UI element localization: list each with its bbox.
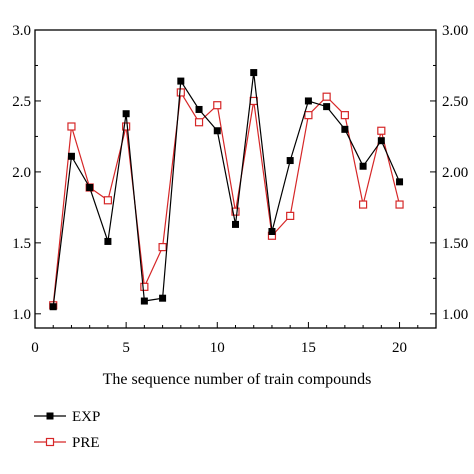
legend-label: EXP (72, 409, 100, 425)
x-tick-label: 5 (122, 340, 130, 356)
series-exp (49, 69, 404, 311)
legend-item-exp: EXP (34, 409, 100, 425)
legend-marker (45, 437, 55, 447)
data-point-exp (213, 127, 221, 135)
series-pre (49, 88, 404, 310)
data-point-exp (177, 77, 185, 85)
data-point-pre (122, 122, 131, 131)
y-tick-label-right: 2.00 (442, 165, 468, 181)
y-tick-label-right: 1.50 (442, 236, 468, 252)
data-point-exp (104, 237, 112, 245)
data-point-exp (286, 157, 294, 165)
data-point-exp (140, 297, 148, 305)
x-tick-label: 20 (392, 340, 407, 356)
y-tick-label-right: 3.00 (442, 23, 468, 39)
y-tick-label-left: 2.5 (12, 94, 31, 110)
y-tick-label-right: 1.00 (442, 307, 468, 323)
y-tick-label-left: 1.0 (12, 307, 31, 323)
data-point-pre (395, 200, 404, 209)
ticks-layer: 0 5 10 15 20 1.0 1.00 1.5 1.50 2.0 2.00 2.5 2.50 3.0 3… (12, 23, 468, 356)
y-tick-label-right: 2.50 (442, 94, 468, 110)
legend-item-pre: PRE (34, 435, 100, 451)
data-point-pre (304, 111, 313, 120)
series-line-exp (52, 72, 401, 307)
legend: EXP PRE (34, 409, 100, 451)
data-point-exp (268, 228, 276, 236)
plot-frame (34, 29, 437, 329)
data-point-exp (359, 162, 367, 170)
data-point-pre (158, 243, 167, 252)
data-point-exp (377, 137, 385, 145)
x-tick-label: 0 (31, 340, 39, 356)
data-point-pre (340, 111, 349, 120)
data-point-exp (323, 103, 331, 111)
data-point-pre (322, 92, 331, 101)
legend-marker (46, 412, 54, 420)
data-point-pre (231, 207, 240, 216)
data-point-pre (194, 118, 204, 127)
data-point-exp (49, 303, 57, 311)
data-point-pre (140, 282, 149, 291)
series-layer (49, 69, 404, 311)
data-point-exp (304, 97, 312, 105)
x-tick-label: 10 (210, 340, 225, 356)
data-point-pre (377, 126, 386, 135)
data-point-exp (250, 69, 258, 77)
data-point-exp (195, 105, 203, 113)
data-point-pre (67, 122, 76, 131)
x-axis-title: The sequence number of train compounds (103, 371, 372, 388)
data-point-exp (159, 294, 167, 302)
data-point-pre (286, 211, 295, 220)
data-point-exp (396, 178, 404, 186)
data-point-exp (122, 110, 130, 118)
x-tick-label: 15 (301, 340, 316, 356)
data-point-exp (86, 184, 94, 192)
legend-label: PRE (72, 435, 100, 451)
data-point-exp (341, 125, 349, 133)
data-point-pre (176, 88, 185, 97)
data-point-pre (358, 200, 368, 209)
y-tick-label-left: 2.0 (12, 165, 31, 181)
y-tick-label-left: 1.5 (12, 236, 31, 252)
data-point-pre (103, 196, 113, 205)
data-point-exp (232, 220, 239, 228)
y-tick-label-left: 3.0 (12, 23, 31, 39)
data-point-pre (213, 101, 222, 110)
data-point-exp (67, 152, 75, 160)
